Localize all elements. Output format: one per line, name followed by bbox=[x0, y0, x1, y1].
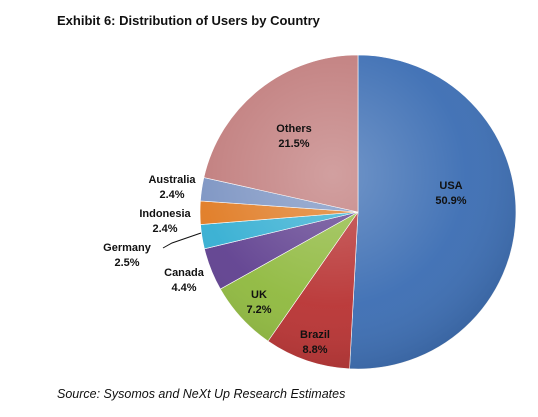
label-uk: UK 7.2% bbox=[246, 289, 271, 316]
label-uk-category: UK bbox=[251, 289, 267, 301]
label-indonesia-value: 2.4% bbox=[152, 223, 177, 235]
label-germany-value: 2.5% bbox=[114, 257, 139, 269]
label-australia-value: 2.4% bbox=[159, 189, 184, 201]
label-brazil-category: Brazil bbox=[300, 329, 330, 341]
label-uk-value: 7.2% bbox=[246, 304, 271, 316]
label-canada-category: Canada bbox=[164, 267, 205, 279]
label-usa-value: 50.9% bbox=[435, 195, 466, 207]
label-others-value: 21.5% bbox=[278, 138, 309, 150]
label-others-category: Others bbox=[276, 123, 311, 135]
label-usa-category: USA bbox=[439, 180, 462, 192]
label-australia-category: Australia bbox=[148, 174, 196, 186]
label-indonesia-category: Indonesia bbox=[139, 208, 191, 220]
chart-title: Exhibit 6: Distribution of Users by Coun… bbox=[57, 13, 320, 28]
slice-usa bbox=[349, 54, 517, 370]
label-brazil: Brazil 8.8% bbox=[300, 329, 330, 356]
pie-labels: USA 50.9% Brazil 8.8% UK 7.2% Canada 4.4% German… bbox=[103, 123, 467, 356]
leader-line-germany bbox=[162, 232, 202, 249]
label-germany: Germany 2.5% bbox=[103, 242, 152, 269]
label-germany-category: Germany bbox=[103, 242, 152, 254]
label-usa: USA 50.9% bbox=[435, 180, 466, 207]
label-others: Others 21.5% bbox=[276, 123, 311, 150]
label-brazil-value: 8.8% bbox=[302, 344, 327, 356]
label-canada: Canada 4.4% bbox=[164, 267, 205, 294]
label-canada-value: 4.4% bbox=[171, 282, 196, 294]
pie-slices bbox=[199, 54, 517, 370]
label-indonesia: Indonesia 2.4% bbox=[139, 208, 191, 235]
source-note: Source: Sysomos and NeXt Up Research Est… bbox=[57, 387, 346, 401]
label-australia: Australia 2.4% bbox=[148, 174, 196, 201]
